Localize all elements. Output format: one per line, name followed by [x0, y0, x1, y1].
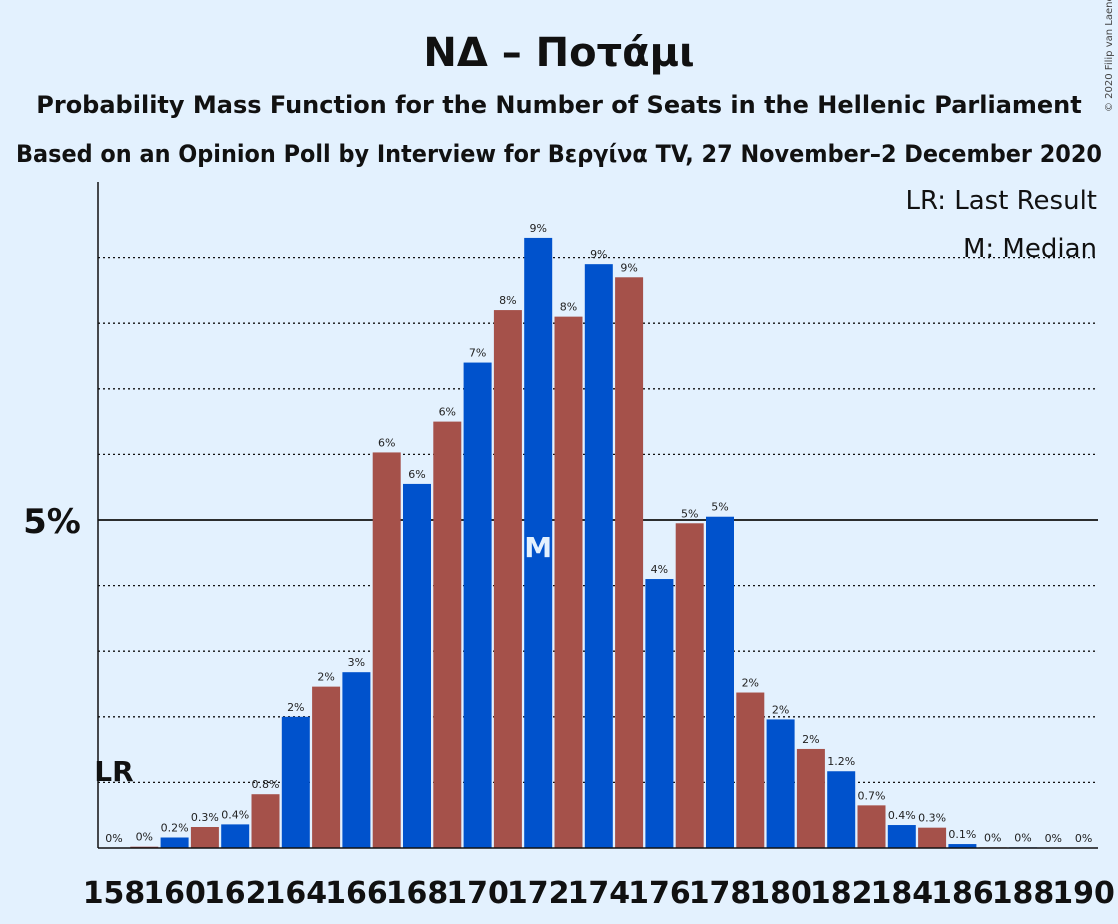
bar-label-172: 9% [529, 222, 546, 235]
bar-181 [796, 748, 825, 848]
chart-title: ΝΔ – Ποτάμι [423, 30, 694, 76]
bar-176 [645, 579, 674, 848]
bar-175 [615, 277, 644, 848]
x-tick-180: 180 [749, 876, 812, 911]
bar-label-171: 8% [499, 294, 516, 307]
median-marker: M [524, 531, 552, 564]
bar-labels: 0% 0%0.2%0.3% 0.4%0.8%2%2%3%6%6%6%7%8%9%8%… [105, 222, 1092, 845]
bar-174 [584, 264, 613, 848]
bar-label-170: 7% [469, 347, 486, 360]
last-result-marker: LR [94, 755, 133, 788]
x-tick-164: 164 [264, 876, 327, 911]
bar-label-173: 8% [560, 301, 577, 314]
bar-label-181: 2% [802, 733, 819, 746]
bar-168 [403, 483, 431, 848]
x-tick-182: 182 [810, 876, 873, 911]
bar-162 [221, 824, 250, 848]
bar-label-178: 5% [711, 501, 728, 514]
bar-label-165: 2% [317, 671, 334, 684]
bar-label-158: 0% [105, 832, 122, 845]
bar-173 [554, 316, 583, 848]
bars [130, 237, 1037, 849]
y-axis-ticks: 5% [23, 502, 81, 542]
bar-label-177: 5% [681, 507, 698, 520]
bar-180 [766, 719, 795, 848]
bar-161 [190, 827, 219, 848]
bar-label-174: 9% [590, 248, 607, 261]
bar-label-162: 0.4% [221, 808, 249, 821]
bar-178 [706, 516, 734, 848]
copyright: © 2020 Filip van Laenen [1104, 0, 1115, 112]
bar-186 [948, 844, 977, 848]
bar-label-163: 0.8% [252, 778, 280, 791]
bar-label-167: 6% [378, 436, 395, 449]
bar-label-183: 0.7% [858, 789, 886, 802]
x-tick-166: 166 [325, 876, 388, 911]
bar-164 [281, 716, 310, 848]
bar-182 [827, 771, 856, 848]
x-tick-184: 184 [870, 876, 933, 911]
bar-label-187: 0% [984, 831, 1001, 844]
x-tick-176: 176 [628, 876, 691, 911]
bar-167 [372, 452, 401, 848]
x-axis-ticks: 1581601621641661681701721741761781801821… [83, 876, 1115, 911]
bar-label-188: 0% [1014, 831, 1031, 844]
bar-166 [342, 672, 371, 848]
x-tick-158: 158 [83, 876, 146, 911]
chart-subtitle-2: Based on an Opinion Poll by Interview fo… [16, 140, 1102, 168]
bar-183 [857, 805, 886, 848]
y-tick-5: 5% [23, 502, 81, 542]
bar-label-189: 0% [1045, 832, 1062, 845]
x-tick-188: 188 [992, 876, 1055, 911]
bar-160 [160, 837, 189, 848]
legend-last-result: LR: Last Result [905, 186, 1097, 216]
chart-subtitle-1: Probability Mass Function for the Number… [36, 91, 1081, 119]
bar-170 [463, 362, 492, 848]
bar-label-176: 4% [651, 563, 668, 576]
bar-label-190: 0% [1075, 832, 1092, 845]
bar-171 [493, 310, 522, 849]
bar-label-161: 0.3% [191, 811, 219, 824]
bar-184 [887, 825, 916, 848]
bar-179 [736, 692, 765, 848]
bar-label-159: 0% [136, 831, 153, 844]
bar-185 [918, 827, 947, 848]
bar-label-160: 0.2% [161, 822, 189, 835]
bar-172 [524, 237, 553, 849]
bar-label-185: 0.3% [918, 812, 946, 825]
x-tick-170: 170 [446, 876, 509, 911]
bar-label-182: 1.2% [827, 755, 855, 768]
x-tick-162: 162 [204, 876, 267, 911]
bar-163 [251, 794, 280, 848]
x-tick-172: 172 [507, 876, 570, 911]
bar-label-164: 2% [287, 701, 304, 714]
bar-label-166: 3% [348, 656, 365, 669]
x-tick-186: 186 [931, 876, 994, 911]
x-tick-190: 190 [1052, 876, 1115, 911]
x-tick-178: 178 [689, 876, 752, 911]
bar-label-186: 0.1% [948, 828, 976, 841]
x-tick-174: 174 [567, 876, 630, 911]
bar-label-169: 6% [439, 406, 456, 419]
bar-label-175: 9% [620, 261, 637, 274]
bar-177 [675, 523, 704, 848]
bar-label-184: 0.4% [888, 809, 916, 822]
bar-label-168: 6% [408, 468, 425, 481]
bar-169 [433, 421, 462, 848]
x-tick-160: 160 [143, 876, 206, 911]
x-tick-168: 168 [386, 876, 449, 911]
bar-label-179: 2% [742, 677, 759, 690]
bar-label-180: 2% [772, 703, 789, 716]
legend-median: M: Median [963, 234, 1097, 264]
bar-165 [312, 686, 341, 848]
